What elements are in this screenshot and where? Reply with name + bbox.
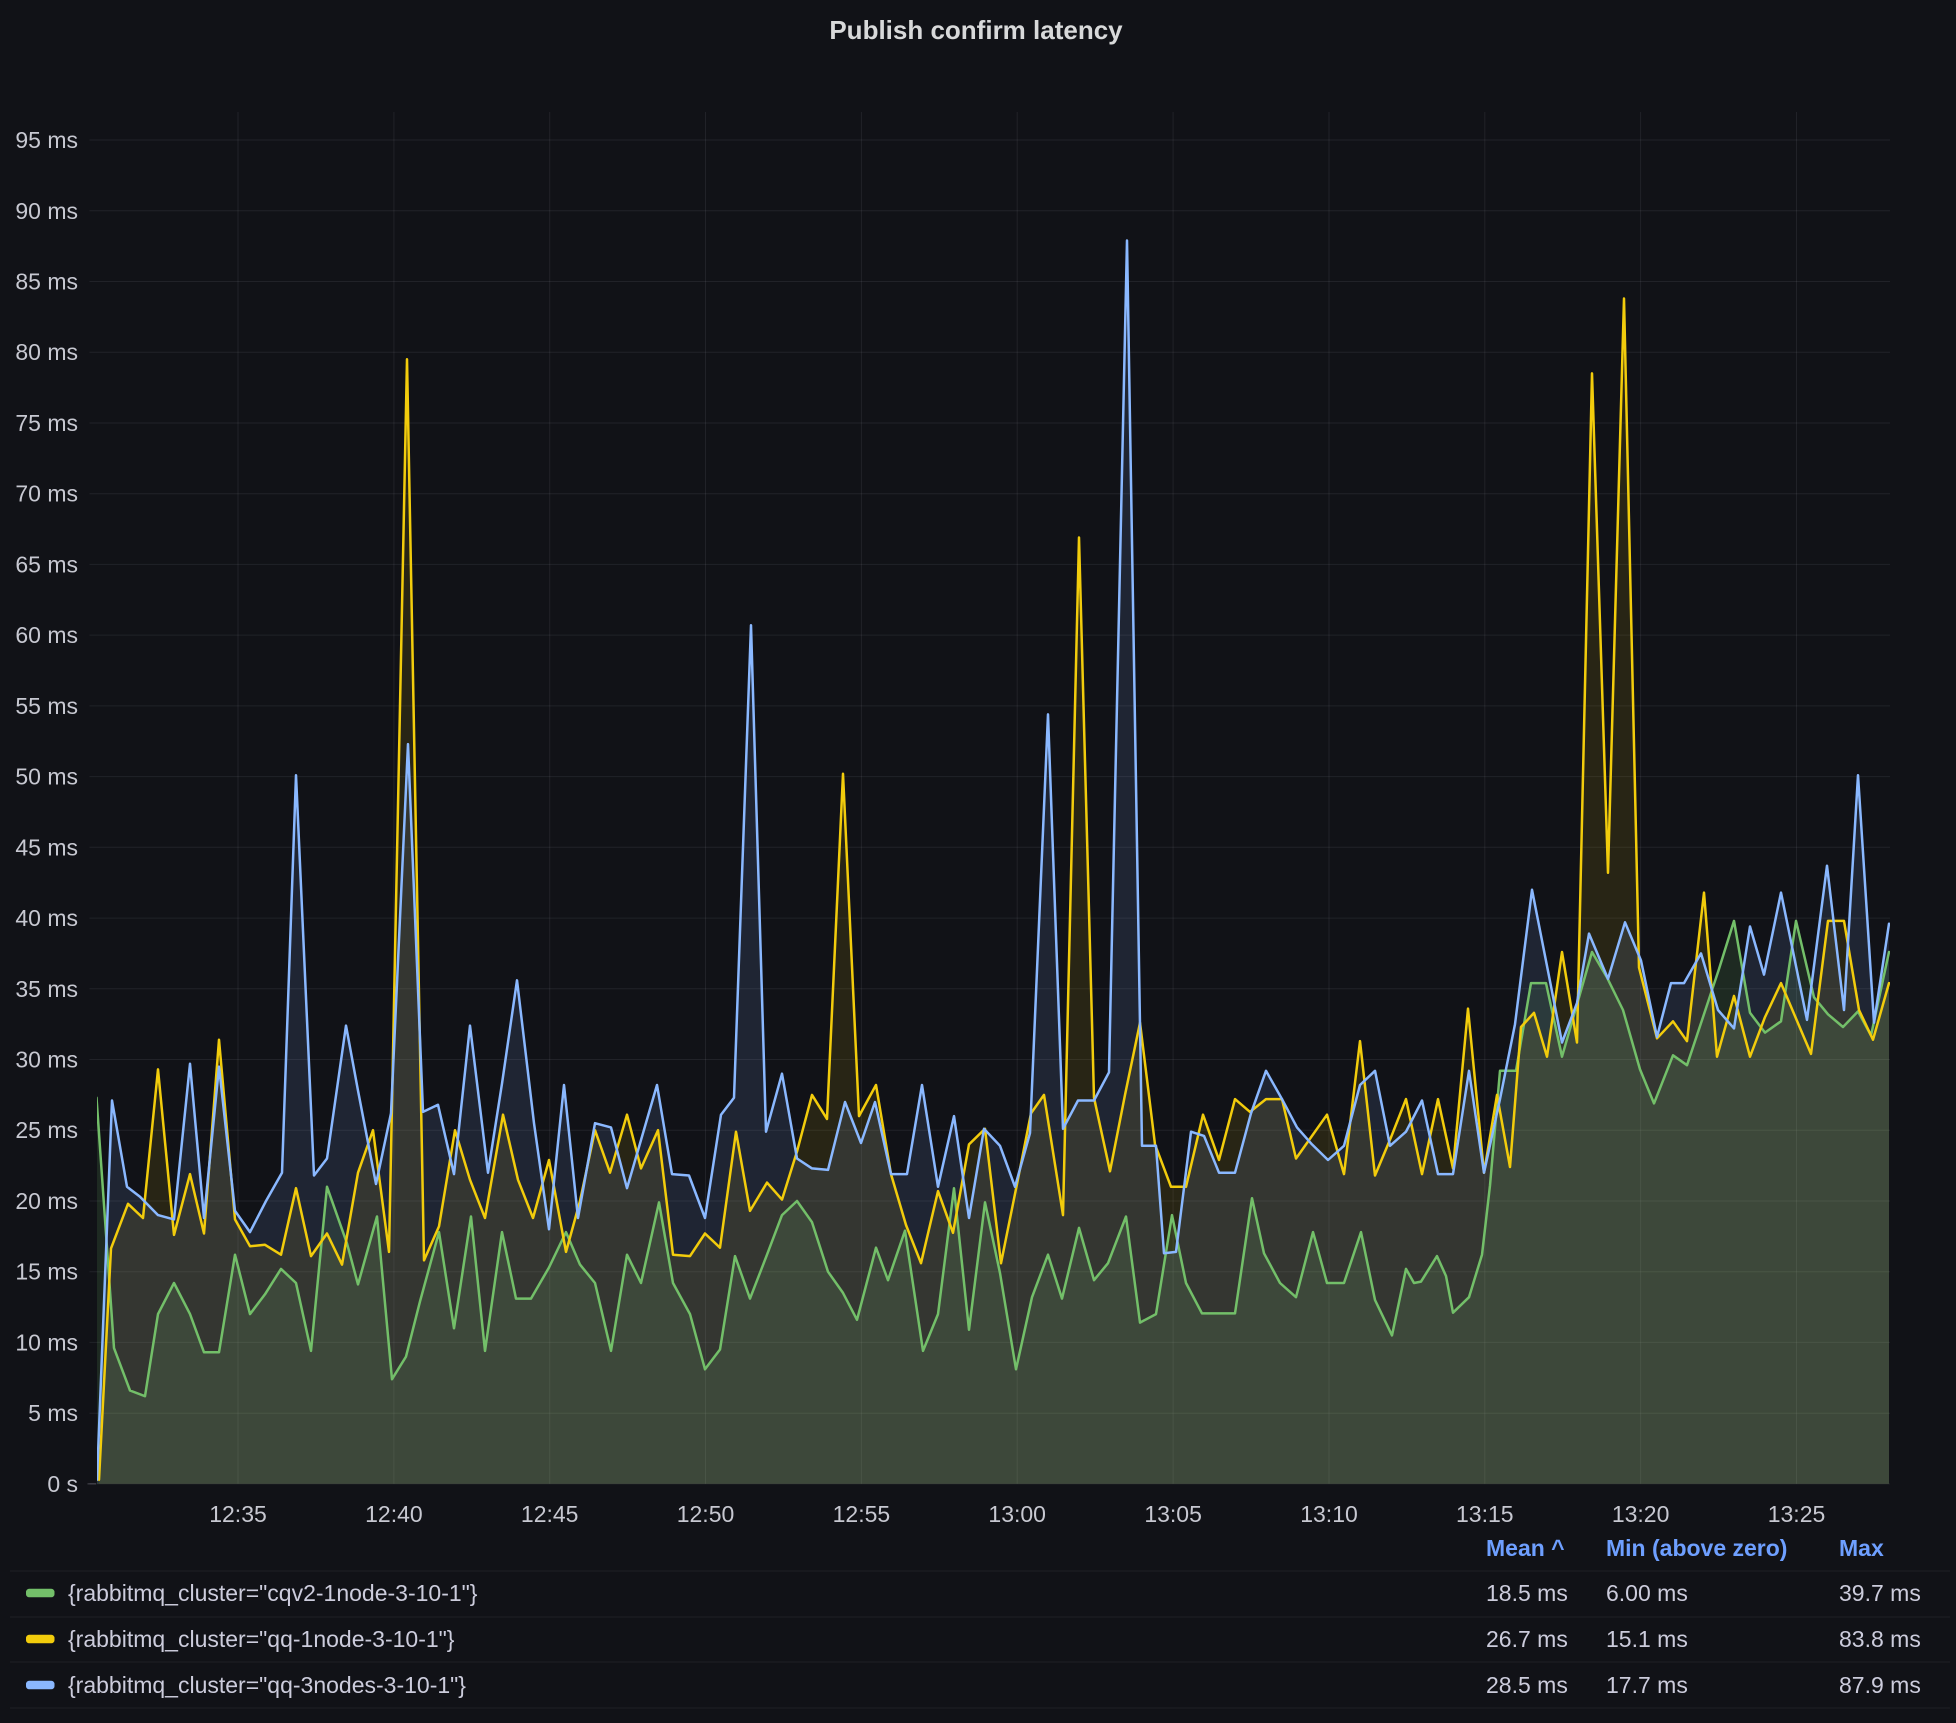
svg-text:45 ms: 45 ms bbox=[15, 834, 78, 860]
svg-text:{rabbitmq_cluster="qq-1node-3-: {rabbitmq_cluster="qq-1node-3-10-1"} bbox=[68, 1626, 455, 1652]
svg-text:18.5 ms: 18.5 ms bbox=[1486, 1580, 1568, 1606]
svg-text:83.8 ms: 83.8 ms bbox=[1839, 1626, 1921, 1652]
svg-text:0 s: 0 s bbox=[47, 1471, 78, 1497]
svg-text:Min (above zero): Min (above zero) bbox=[1606, 1535, 1787, 1561]
svg-text:13:20: 13:20 bbox=[1612, 1501, 1670, 1527]
svg-text:13:25: 13:25 bbox=[1768, 1501, 1826, 1527]
svg-text:55 ms: 55 ms bbox=[15, 693, 78, 719]
svg-text:65 ms: 65 ms bbox=[15, 551, 78, 577]
svg-text:15.1 ms: 15.1 ms bbox=[1606, 1626, 1688, 1652]
svg-text:35 ms: 35 ms bbox=[15, 976, 78, 1002]
svg-text:75 ms: 75 ms bbox=[15, 410, 78, 436]
svg-text:50 ms: 50 ms bbox=[15, 764, 78, 790]
svg-text:10 ms: 10 ms bbox=[15, 1329, 78, 1355]
svg-text:Publish confirm latency: Publish confirm latency bbox=[829, 15, 1123, 45]
svg-text:Max: Max bbox=[1839, 1535, 1884, 1561]
svg-text:12:40: 12:40 bbox=[365, 1501, 423, 1527]
svg-text:80 ms: 80 ms bbox=[15, 339, 78, 365]
svg-text:13:15: 13:15 bbox=[1456, 1501, 1514, 1527]
svg-text:17.7 ms: 17.7 ms bbox=[1606, 1672, 1688, 1698]
svg-text:70 ms: 70 ms bbox=[15, 481, 78, 507]
svg-text:85 ms: 85 ms bbox=[15, 269, 78, 295]
svg-text:20 ms: 20 ms bbox=[15, 1188, 78, 1214]
svg-text:39.7 ms: 39.7 ms bbox=[1839, 1580, 1921, 1606]
svg-text:12:45: 12:45 bbox=[521, 1501, 579, 1527]
svg-text:15 ms: 15 ms bbox=[15, 1259, 78, 1285]
svg-text:13:00: 13:00 bbox=[988, 1501, 1046, 1527]
svg-text:{rabbitmq_cluster="qq-3nodes-3: {rabbitmq_cluster="qq-3nodes-3-10-1"} bbox=[68, 1672, 466, 1698]
svg-text:90 ms: 90 ms bbox=[15, 198, 78, 224]
svg-text:{rabbitmq_cluster="cqv2-1node-: {rabbitmq_cluster="cqv2-1node-3-10-1"} bbox=[68, 1580, 478, 1606]
svg-text:60 ms: 60 ms bbox=[15, 622, 78, 648]
svg-text:30 ms: 30 ms bbox=[15, 1047, 78, 1073]
svg-text:13:05: 13:05 bbox=[1144, 1501, 1202, 1527]
svg-text:40 ms: 40 ms bbox=[15, 905, 78, 931]
svg-text:6.00 ms: 6.00 ms bbox=[1606, 1580, 1688, 1606]
svg-text:13:10: 13:10 bbox=[1300, 1501, 1358, 1527]
svg-text:87.9 ms: 87.9 ms bbox=[1839, 1672, 1921, 1698]
svg-text:12:50: 12:50 bbox=[677, 1501, 735, 1527]
svg-text:12:55: 12:55 bbox=[833, 1501, 891, 1527]
svg-text:5 ms: 5 ms bbox=[28, 1400, 78, 1426]
svg-text:26.7 ms: 26.7 ms bbox=[1486, 1626, 1568, 1652]
svg-text:Mean ^: Mean ^ bbox=[1486, 1535, 1565, 1561]
svg-text:28.5 ms: 28.5 ms bbox=[1486, 1672, 1568, 1698]
svg-text:12:35: 12:35 bbox=[209, 1501, 267, 1527]
svg-text:95 ms: 95 ms bbox=[15, 127, 78, 153]
svg-text:25 ms: 25 ms bbox=[15, 1117, 78, 1143]
